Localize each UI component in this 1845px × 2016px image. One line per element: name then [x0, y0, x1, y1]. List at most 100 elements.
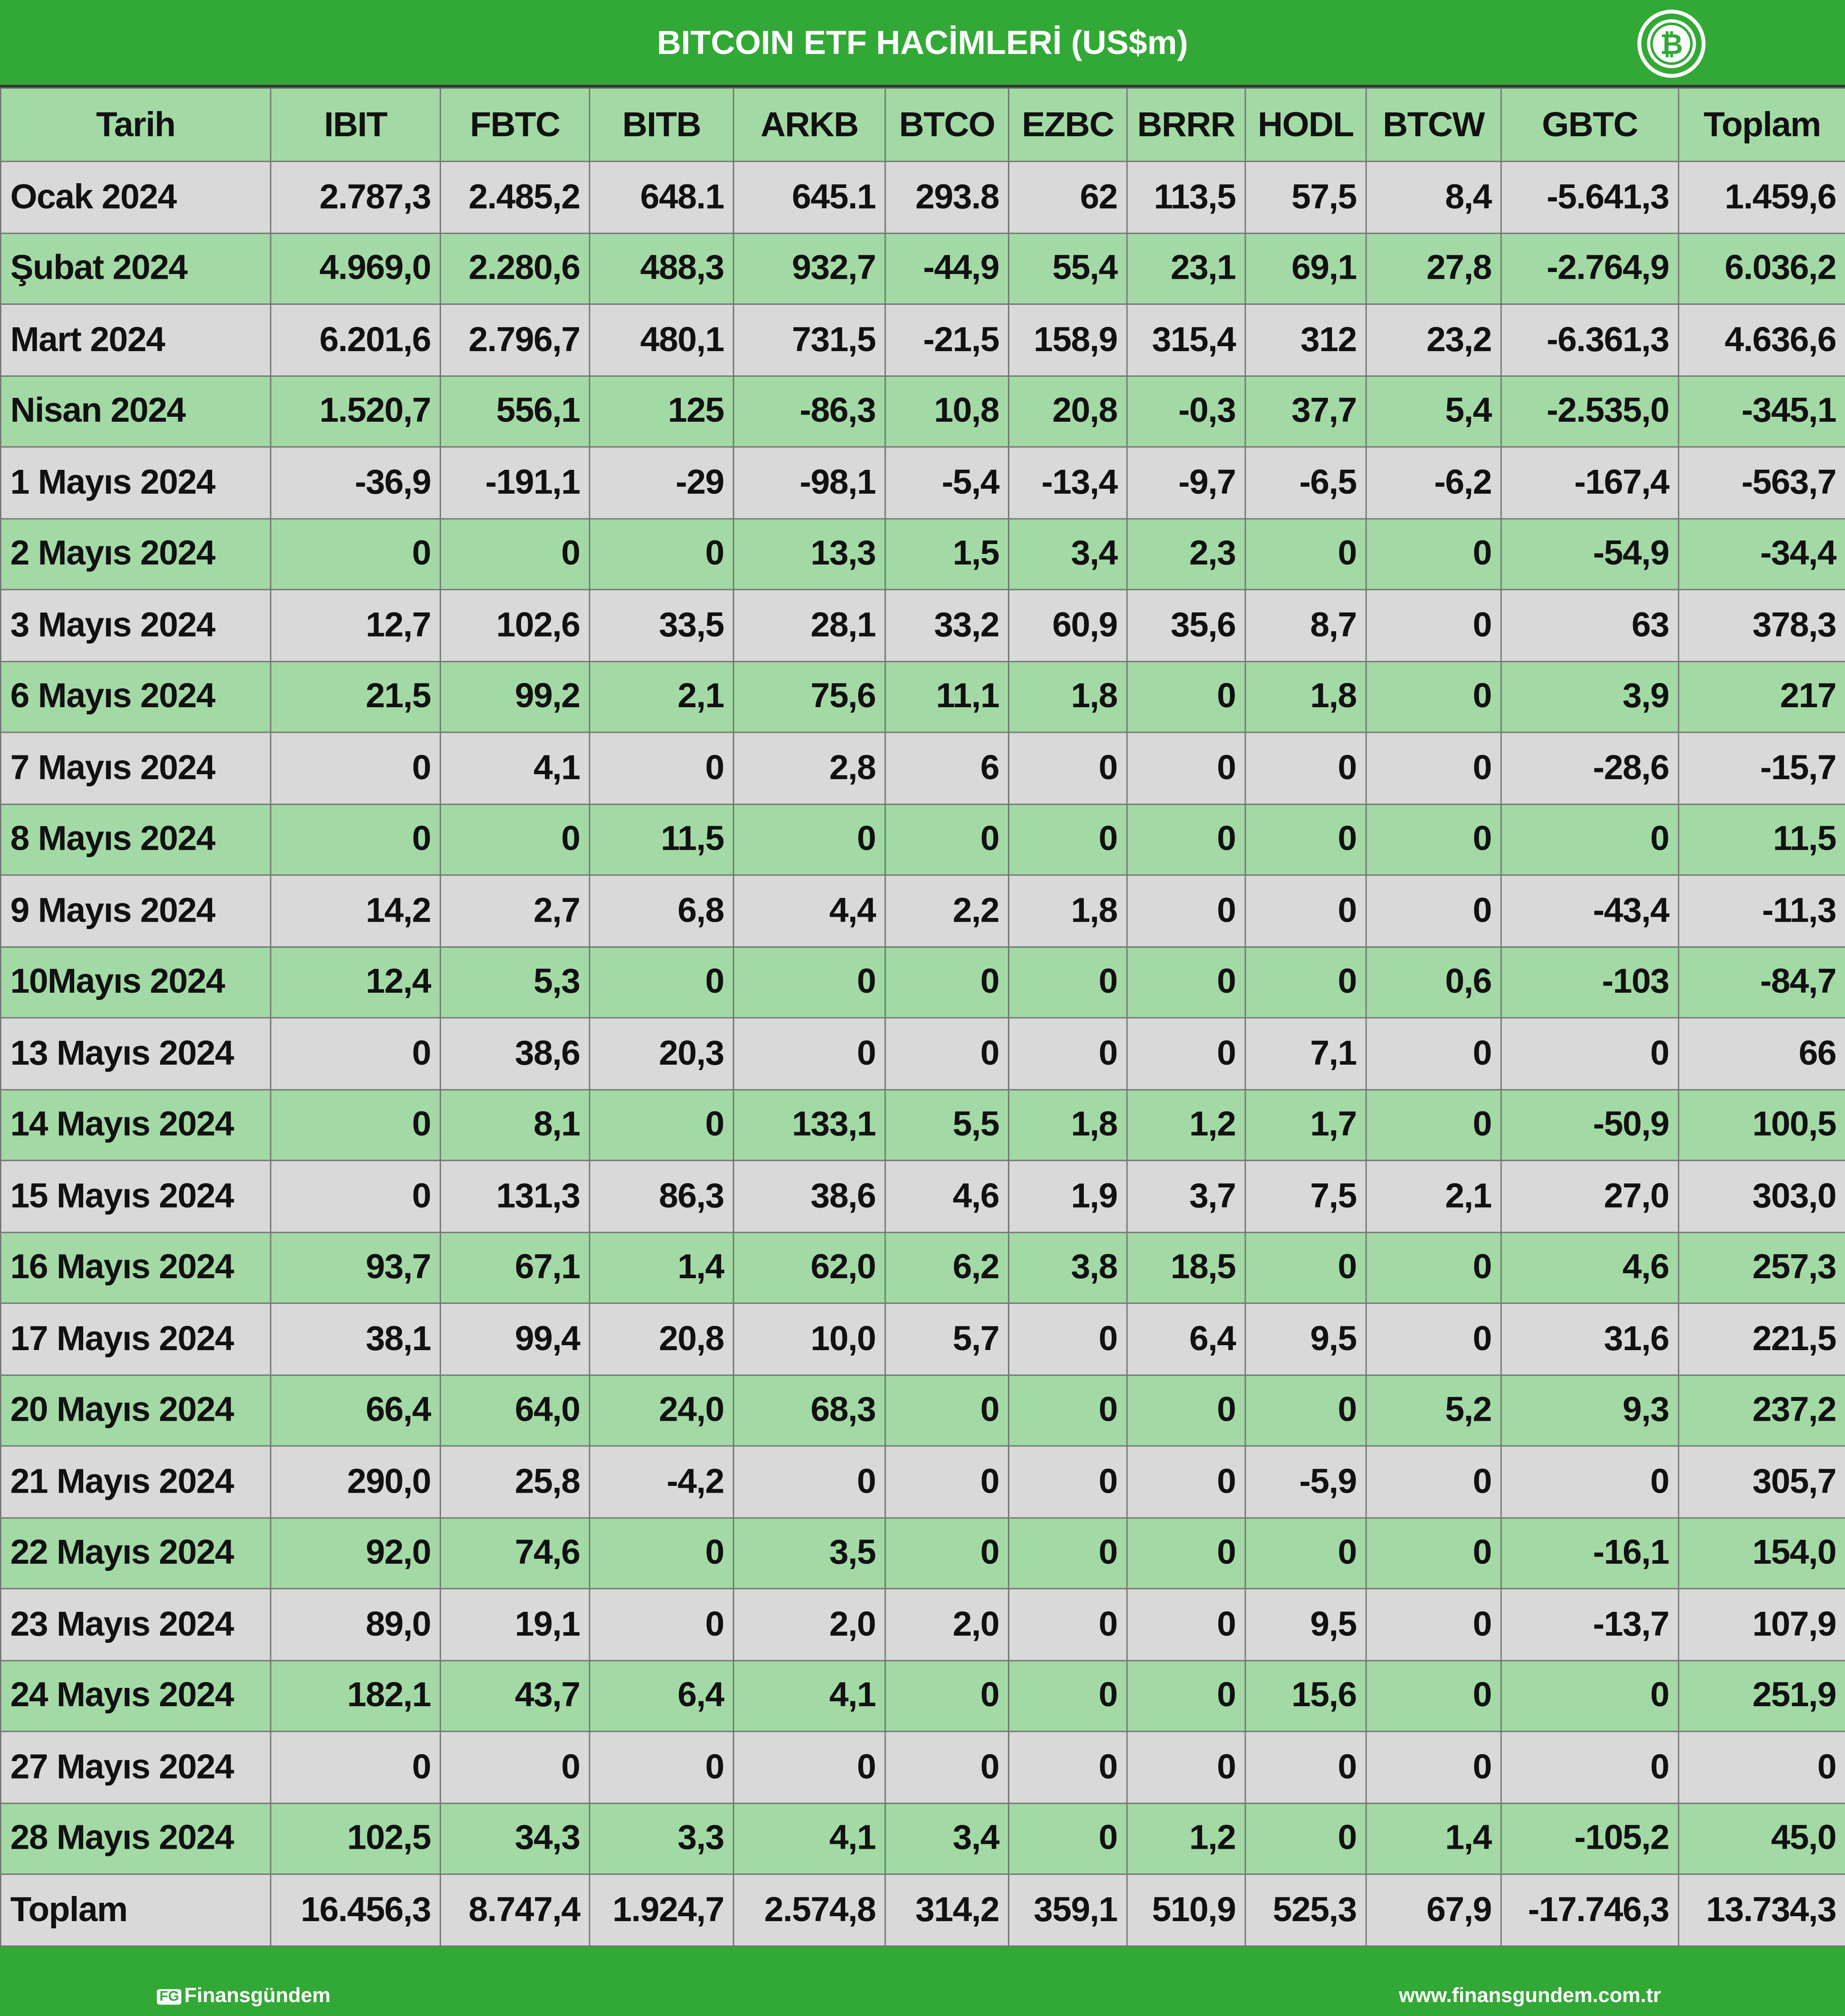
value-cell: -13,7 — [1500, 1588, 1680, 1661]
value-cell: 0 — [1678, 1731, 1845, 1804]
value-cell: -5.641,3 — [1500, 161, 1680, 234]
date-cell: 13 Mayıs 2024 — [0, 1017, 272, 1090]
value-cell: -2.764,9 — [1500, 232, 1680, 305]
value-cell: -4,2 — [588, 1445, 735, 1518]
value-cell: 0 — [1244, 1374, 1367, 1447]
value-cell: 131,3 — [440, 1160, 590, 1233]
value-cell: 0 — [1008, 1588, 1128, 1661]
value-cell: -21,5 — [884, 303, 1010, 376]
value-cell: 19,1 — [440, 1588, 590, 1661]
website-link[interactable]: www.finansgundem.com.tr — [1399, 1985, 1661, 2007]
value-cell: 0 — [588, 1731, 735, 1804]
value-cell: 67,9 — [1365, 1873, 1502, 1946]
value-cell: 1.459,6 — [1678, 161, 1845, 234]
value-cell: 0 — [1244, 517, 1367, 590]
logo-text: Finansgündem — [184, 1985, 331, 2007]
value-cell: -191,1 — [440, 446, 590, 519]
value-cell: 0 — [1365, 589, 1502, 662]
date-cell: 23 Mayıs 2024 — [0, 1588, 272, 1661]
value-cell: 11,1 — [884, 660, 1010, 733]
value-cell: 45,0 — [1678, 1802, 1845, 1875]
value-cell: 55,4 — [1008, 232, 1128, 305]
date-cell: 6 Mayıs 2024 — [0, 660, 272, 733]
value-cell: 13.734,3 — [1678, 1873, 1845, 1946]
value-cell: 0 — [1126, 1017, 1246, 1090]
value-cell: 0 — [733, 1731, 886, 1804]
value-cell: 0 — [588, 517, 735, 590]
table-row: 14 Mayıs 2024 0 8,1 0 133,1 5,5 1,8 1,2 1,7 0 -50,… — [0, 1088, 1845, 1161]
value-cell: 3,9 — [1500, 660, 1680, 733]
value-cell: 0 — [1244, 1802, 1367, 1875]
value-cell: 93,7 — [270, 1231, 441, 1304]
value-cell: 510,9 — [1126, 1873, 1246, 1946]
value-cell: 0 — [270, 731, 441, 804]
value-cell: 6.036,2 — [1678, 232, 1845, 305]
value-cell: 0 — [1500, 1659, 1680, 1732]
value-cell: 0 — [884, 1659, 1010, 1732]
value-cell: 2,3 — [1126, 517, 1246, 590]
value-cell: 1,9 — [1008, 1160, 1128, 1233]
value-cell: 0 — [440, 803, 590, 876]
value-cell: 314,2 — [884, 1873, 1010, 1946]
value-cell: 43,7 — [440, 1659, 590, 1732]
value-cell: 4,6 — [1500, 1231, 1680, 1304]
value-cell: 4.969,0 — [270, 232, 441, 305]
date-cell: 10Mayıs 2024 — [0, 946, 272, 1019]
value-cell: 0 — [1126, 1731, 1246, 1804]
value-cell: 1,2 — [1126, 1088, 1246, 1161]
column-header: HODL — [1244, 87, 1367, 162]
value-cell: 305,7 — [1678, 1445, 1845, 1518]
table-row: 23 Mayıs 2024 89,0 19,1 0 2,0 2,0 0 0 9,5 0 -13,7 1… — [0, 1588, 1845, 1661]
value-cell: 0 — [884, 1516, 1010, 1589]
value-cell: 257,3 — [1678, 1231, 1845, 1304]
value-cell: -50,9 — [1500, 1088, 1680, 1161]
value-cell: 3,8 — [1008, 1231, 1128, 1304]
value-cell: 0 — [1008, 1374, 1128, 1447]
value-cell: -6.361,3 — [1500, 303, 1680, 376]
date-cell: 8 Mayıs 2024 — [0, 803, 272, 876]
date-cell: 27 Mayıs 2024 — [0, 1731, 272, 1804]
value-cell: -44,9 — [884, 232, 1010, 305]
value-cell: -84,7 — [1678, 946, 1845, 1019]
value-cell: 5,7 — [884, 1302, 1010, 1375]
value-cell: -15,7 — [1678, 731, 1845, 804]
value-cell: 251,9 — [1678, 1659, 1845, 1732]
value-cell: 102,6 — [440, 589, 590, 662]
table-row: 17 Mayıs 2024 38,1 99,4 20,8 10,0 5,7 0 6,4 9,5 0… — [0, 1302, 1845, 1375]
value-cell: -13,4 — [1008, 446, 1128, 519]
value-cell: 0 — [1365, 803, 1502, 876]
value-cell: -17.746,3 — [1500, 1873, 1680, 1946]
date-cell: 1 Mayıs 2024 — [0, 446, 272, 519]
value-cell: 5,5 — [884, 1088, 1010, 1161]
value-cell: 3,7 — [1126, 1160, 1246, 1233]
value-cell: 20,8 — [588, 1302, 735, 1375]
value-cell: 11,5 — [1678, 803, 1845, 876]
value-cell: -86,3 — [733, 375, 886, 448]
value-cell: 525,3 — [1244, 1873, 1367, 1946]
value-cell: 4.636,6 — [1678, 303, 1845, 376]
value-cell: 38,6 — [733, 1160, 886, 1233]
column-header: ARKB — [733, 87, 886, 162]
value-cell: -29 — [588, 446, 735, 519]
value-cell: 12,4 — [270, 946, 441, 1019]
value-cell: 0 — [588, 946, 735, 1019]
value-cell: 12,7 — [270, 589, 441, 662]
value-cell: 731,5 — [733, 303, 886, 376]
value-cell: 1,5 — [884, 517, 1010, 590]
etf-volume-table: Tarih IBIT FBTC BITB ARKB BTCO EZBC BRRR HODL BTC… — [0, 87, 1845, 1946]
value-cell: 4,1 — [733, 1802, 886, 1875]
value-cell: 66 — [1678, 1017, 1845, 1090]
table-row: 7 Mayıs 2024 0 4,1 0 2,8 6 0 0 0 0 -28,6 -15,7 — [0, 731, 1845, 804]
table-row: 28 Mayıs 2024 102,5 34,3 3,3 4,1 3,4 0 1,2 0 1,4-… — [0, 1802, 1845, 1875]
value-cell: 480,1 — [588, 303, 735, 376]
value-cell: 488,3 — [588, 232, 735, 305]
value-cell: 0 — [1244, 1731, 1367, 1804]
value-cell: 0 — [884, 946, 1010, 1019]
value-cell: 133,1 — [733, 1088, 886, 1161]
value-cell: 645.1 — [733, 161, 886, 234]
table-row: 1 Mayıs 2024 -36,9 -191,1 -29 -98,1 -5,4 -13,4… — [0, 446, 1845, 519]
value-cell: 0 — [1008, 1802, 1128, 1875]
date-cell: 3 Mayıs 2024 — [0, 589, 272, 662]
value-cell: 0 — [884, 1017, 1010, 1090]
value-cell: 0 — [270, 517, 441, 590]
